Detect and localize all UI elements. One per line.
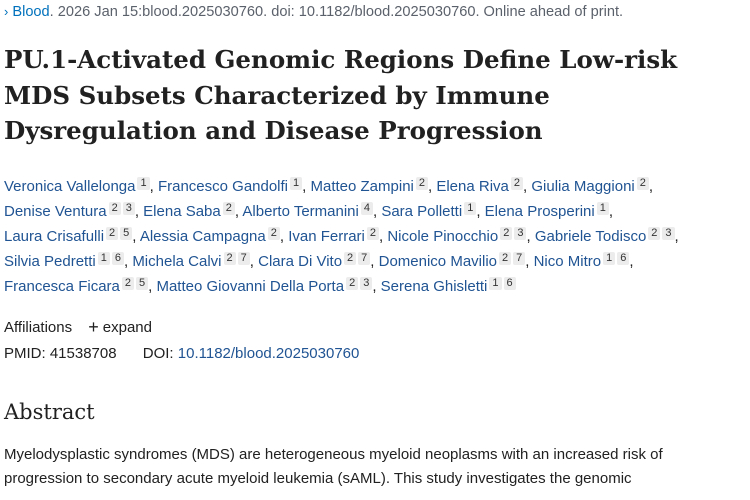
author-item: Denise Ventura 2 3	[4, 202, 135, 220]
affiliation-number[interactable]: 1	[464, 202, 477, 215]
affiliation-number[interactable]: 4	[360, 202, 373, 215]
author-name-link[interactable]: Giulia Maggioni	[531, 178, 635, 195]
author-item: Ivan Ferrari 2	[288, 227, 379, 245]
author-name-link[interactable]: Silvia Pedretti	[4, 253, 96, 270]
pmid-value: 41538708	[49, 345, 117, 362]
author-name-link[interactable]: Francesco Gandolfi	[157, 178, 289, 195]
affiliation-number[interactable]: 2	[500, 227, 513, 240]
chevron-right-icon[interactable]: ›	[4, 4, 9, 19]
affiliation-number[interactable]: 1	[97, 252, 110, 265]
author-item: Serena Ghisletti 1 6	[380, 277, 516, 295]
author-name-link[interactable]: Francesca Ficara	[4, 278, 120, 295]
article-title: PU.1-Activated Genomic Regions Define Lo…	[4, 45, 678, 145]
affiliation-number[interactable]: 3	[662, 227, 675, 240]
affiliation-number[interactable]: 2	[121, 277, 134, 290]
author-name-link[interactable]: Laura Crisafulli	[4, 228, 105, 245]
author-item: Nicole Pinocchio 2 3	[387, 227, 527, 245]
author-name-link[interactable]: Michela Calvi	[132, 253, 222, 270]
author-item: Matteo Zampini 2	[310, 177, 428, 195]
author-name-link[interactable]: Alberto Termanini	[242, 203, 359, 220]
author-name-link[interactable]: Elena Prosperini	[484, 203, 595, 220]
affiliation-number[interactable]: 3	[514, 227, 527, 240]
author-item: Francesca Ficara 2 5	[4, 277, 149, 295]
author-item: Matteo Giovanni Della Porta 2 3	[156, 277, 373, 295]
identifiers-row: PMID: 41538708 DOI: 10.1182/blood.202503…	[4, 345, 359, 362]
affiliations-expand-button[interactable]: + expand	[88, 317, 152, 337]
affiliation-number[interactable]: 2	[636, 177, 649, 190]
author-name-link[interactable]: Elena Saba	[143, 203, 221, 220]
affiliation-number[interactable]: 6	[503, 277, 516, 290]
plus-icon: +	[88, 317, 99, 337]
author-name-link[interactable]: Alessia Campagna	[139, 228, 266, 245]
author-name-link[interactable]: Veronica Vallelonga	[4, 178, 136, 195]
affiliation-number[interactable]: 2	[510, 177, 524, 190]
pmid-label: PMID:	[4, 345, 46, 362]
affiliations-row: Affiliations + expand	[4, 317, 152, 338]
author-item: Clara Di Vito 2 7	[258, 252, 371, 270]
journal-link[interactable]: Blood	[12, 4, 50, 20]
author-item: Michela Calvi 2 7	[132, 252, 250, 270]
author-list: Veronica Vallelonga 1, Francesco Gandolfi…	[4, 177, 679, 295]
affiliation-number[interactable]: 2	[344, 252, 357, 265]
affiliation-number[interactable]: 2	[267, 227, 280, 240]
affiliation-number[interactable]: 1	[603, 252, 616, 265]
affiliation-number[interactable]: 7	[237, 252, 250, 265]
affiliation-number[interactable]: 7	[358, 252, 371, 265]
affiliation-number[interactable]: 5	[120, 227, 133, 240]
author-item: Alberto Termanini 4	[242, 202, 373, 220]
author-item: Elena Riva 2	[436, 177, 524, 195]
author-item: Domenico Mavilio 2 7	[378, 252, 526, 270]
affiliation-number[interactable]: 1	[290, 177, 303, 190]
doi-link[interactable]: 10.1182/blood.2025030760	[177, 345, 360, 362]
author-name-link[interactable]: Nicole Pinocchio	[387, 228, 499, 245]
affiliation-number[interactable]: 6	[617, 252, 630, 265]
abstract-heading: Abstract	[4, 400, 95, 424]
affiliation-number[interactable]: 2	[346, 277, 359, 290]
affiliation-number[interactable]: 1	[596, 202, 609, 215]
author-name-link[interactable]: Sara Polletti	[381, 203, 463, 220]
author-item: Veronica Vallelonga 1	[4, 177, 150, 195]
doi-label: DOI:	[142, 345, 174, 362]
affiliation-number[interactable]: 7	[513, 252, 526, 265]
author-item: Alessia Campagna 2	[139, 227, 280, 245]
affiliation-number[interactable]: 2	[366, 227, 379, 240]
author-name-link[interactable]: Matteo Giovanni Della Porta	[156, 278, 345, 295]
author-name-link[interactable]: Ivan Ferrari	[288, 228, 365, 245]
abstract-text: Myelodysplastic syndromes (MDS) are hete…	[4, 446, 663, 487]
author-name-link[interactable]: Nico Mitro	[533, 253, 602, 270]
affiliation-number[interactable]: 5	[136, 277, 149, 290]
affiliation-number[interactable]: 1	[137, 177, 150, 190]
author-name-link[interactable]: Domenico Mavilio	[378, 253, 497, 270]
affiliation-number[interactable]: 2	[499, 252, 512, 265]
author-name-link[interactable]: Matteo Zampini	[310, 178, 414, 195]
author-name-link[interactable]: Clara Di Vito	[258, 253, 343, 270]
affiliation-number[interactable]: 3	[360, 277, 373, 290]
affiliation-number[interactable]: 2	[108, 202, 121, 215]
author-item: Sara Polletti 1	[381, 202, 477, 220]
affiliation-number[interactable]: 6	[111, 252, 124, 265]
citation-line: › Blood. 2026 Jan 15:blood.2025030760. do…	[4, 4, 746, 20]
affiliation-number[interactable]: 2	[648, 227, 661, 240]
affiliation-number[interactable]: 2	[222, 202, 235, 215]
author-item: Gabriele Todisco 2 3	[534, 227, 675, 245]
affiliation-number[interactable]: 2	[106, 227, 119, 240]
expand-label: expand	[102, 319, 152, 336]
affiliation-number[interactable]: 3	[122, 202, 135, 215]
author-name-link[interactable]: Denise Ventura	[4, 203, 107, 220]
author-name-link[interactable]: Serena Ghisletti	[380, 278, 488, 295]
author-item: Nico Mitro 1 6	[533, 252, 630, 270]
author-item: Elena Prosperini 1	[484, 202, 609, 220]
author-name-link[interactable]: Elena Riva	[436, 178, 509, 195]
author-item: Laura Crisafulli 2 5	[4, 227, 133, 245]
affiliation-number[interactable]: 2	[223, 252, 236, 265]
affiliation-number[interactable]: 2	[415, 177, 428, 190]
affiliations-label: Affiliations	[4, 319, 73, 336]
affiliation-number[interactable]: 1	[489, 277, 502, 290]
author-item: Elena Saba 2	[143, 202, 235, 220]
author-item: Francesco Gandolfi 1	[157, 177, 303, 195]
citation-details: . 2026 Jan 15:blood.2025030760. doi: 10.…	[49, 4, 624, 20]
author-item: Silvia Pedretti 1 6	[4, 252, 124, 270]
author-item: Giulia Maggioni 2	[531, 177, 649, 195]
author-name-link[interactable]: Gabriele Todisco	[534, 228, 647, 245]
